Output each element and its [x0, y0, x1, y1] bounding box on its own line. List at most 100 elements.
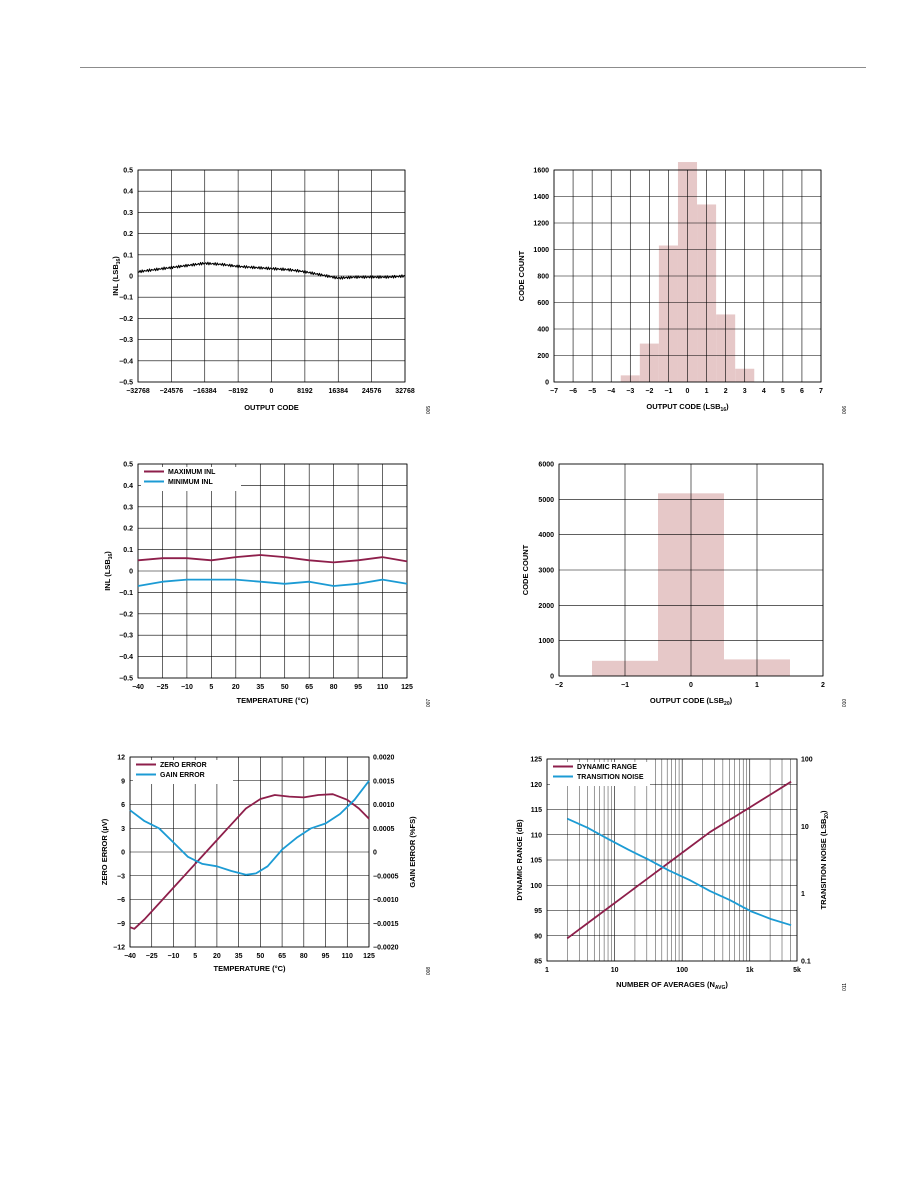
x-tick-label: −2	[645, 388, 653, 395]
plot-frame	[546, 758, 798, 962]
y-tick-label: 0.5	[123, 168, 133, 175]
y2-tick-label: 1	[801, 891, 805, 898]
y-tick-label: 600	[537, 300, 549, 307]
x-tick-label: −8192	[228, 388, 248, 395]
x-axis-label: TEMPERATURE (°C)	[213, 964, 286, 973]
x-tick-label: 16384	[329, 388, 349, 395]
y-tick-label: −0.4	[119, 358, 133, 365]
y-tick-label: −3	[117, 873, 125, 880]
x-tick-label: −5	[588, 388, 596, 395]
y-tick-label: 800	[537, 274, 549, 281]
figure-number: 005	[426, 406, 432, 415]
y-tick-label: 0.2	[123, 231, 133, 238]
y-tick-label: 90	[534, 933, 542, 940]
y-tick-label: −12	[113, 945, 125, 952]
y-tick-label: 3	[121, 826, 125, 833]
plot-frame	[553, 169, 822, 383]
legend-label: GAIN ERROR	[160, 772, 205, 779]
y-tick-label: 1200	[533, 221, 549, 228]
x-tick-label: 5	[781, 388, 785, 395]
x-axis-label: OUTPUT CODE (LSB20)	[650, 696, 733, 707]
header-rule	[80, 67, 866, 68]
x-tick-label: −25	[146, 953, 158, 960]
y-tick-label: 0.1	[123, 252, 133, 259]
x-tick-label: −25	[157, 684, 169, 691]
x-tick-label: 20	[213, 953, 221, 960]
x-tick-label: 50	[281, 684, 289, 691]
x-tick-label: 65	[278, 953, 286, 960]
y-tick-label: −9	[117, 921, 125, 928]
y-tick-label: 12	[117, 755, 125, 762]
x-tick-label: 50	[256, 953, 264, 960]
x-tick-label: 3	[743, 388, 747, 395]
chart-c2: −7 −6 −5 −4 −3 −2 −1 0 1 2 3 4 5 6 7 0 200 400 600 800 1000 1…	[517, 162, 848, 414]
x-tick-label: −40	[124, 953, 136, 960]
series-line-dynamic-range	[566, 780, 792, 940]
y-tick-label: 0	[121, 850, 125, 857]
y-axis-label: CODE COUNT	[521, 544, 530, 595]
x-tick-label: −1	[621, 682, 629, 689]
x-tick-label: 1	[705, 388, 709, 395]
x-tick-label: 20	[232, 684, 240, 691]
grid	[137, 463, 408, 679]
y-tick-label: 0.1	[123, 547, 133, 554]
x-tick-label: 4	[762, 388, 766, 395]
x-tick-label: 80	[330, 684, 338, 691]
x-tick-label: 35	[256, 684, 264, 691]
x-tick-label: −32768	[126, 388, 150, 395]
figure-number: 008	[426, 967, 432, 976]
y-tick-label: −0.5	[119, 380, 133, 387]
x-tick-label: 2	[821, 682, 825, 689]
y-axis-label: ZERO ERROR (µV)	[100, 818, 109, 885]
legend-label: ZERO ERROR	[160, 762, 207, 769]
x-tick-label: 95	[322, 953, 330, 960]
y2-tick-label: −0.0010	[373, 897, 399, 904]
figure-number: 011	[842, 983, 848, 991]
y-tick-label: 6	[121, 802, 125, 809]
chart-c3: −40 −25 −10 5 20 35 50 65 80 95 110 125 −0.5 −0.4 −0.3…	[103, 462, 432, 708]
x-axis-label: OUTPUT CODE	[244, 403, 299, 412]
x-tick-label: 8192	[297, 388, 313, 395]
x-tick-label: 125	[363, 953, 375, 960]
x-tick-label: 7	[819, 388, 823, 395]
chart-c4: −2 −1 0 1 2 0 1000 2000 3000 4000 5000 6000 OUTPUT C…	[521, 462, 848, 708]
y-tick-label: 1600	[533, 168, 549, 175]
plot-frame	[137, 463, 408, 679]
legend: MAXIMUM INL MINIMUM INL	[141, 467, 241, 491]
y-tick-label: 0	[129, 274, 133, 281]
legend-label: MINIMUM INL	[168, 479, 213, 486]
x-tick-label: −6	[569, 388, 577, 395]
legend: DYNAMIC RANGE TRANSITION NOISE	[550, 762, 650, 786]
y-tick-label: −0.4	[119, 654, 133, 661]
legend-label: TRANSITION NOISE	[577, 774, 644, 781]
x-tick-label: 0	[689, 682, 693, 689]
x-tick-label: 5	[209, 684, 213, 691]
x-tick-label: 125	[401, 684, 413, 691]
x-tick-label: 80	[300, 953, 308, 960]
y-tick-label: 1000	[538, 638, 554, 645]
y-tick-label: 5000	[538, 497, 554, 504]
y-tick-label: 9	[121, 778, 125, 785]
x-tick-label: −40	[132, 684, 144, 691]
y-axis-label: INL (LSB16)	[111, 256, 122, 296]
y-tick-label: 4000	[538, 532, 554, 539]
figure-number: 010	[842, 699, 848, 708]
y-tick-label: 125	[530, 757, 542, 764]
series-line-data	[137, 261, 406, 280]
y-tick-label: 0.2	[123, 526, 133, 533]
chart-c5: −40 −25 −10 5 20 35 50 65 80 95 110 125 −12 −9 −6 −3 0 3 6…	[100, 755, 432, 976]
y-tick-label: 0.4	[123, 483, 133, 490]
y2-axis-label: TRANSITION NOISE (LSB20)	[819, 810, 830, 909]
y-tick-label: 200	[537, 353, 549, 360]
y-tick-label: 115	[531, 807, 542, 814]
x-tick-label: 32768	[395, 388, 415, 395]
x-tick-label: −7	[550, 388, 558, 395]
legend: ZERO ERROR GAIN ERROR	[133, 760, 233, 784]
y-axis-label: INL (LSB16)	[103, 551, 114, 591]
x-tick-label: 1k	[746, 967, 754, 974]
x-tick-label: 110	[342, 953, 353, 960]
y-tick-label: 0	[550, 674, 554, 681]
x-tick-label: 0	[270, 388, 274, 395]
x-tick-label: −4	[607, 388, 615, 395]
y-tick-label: 100	[530, 883, 542, 890]
